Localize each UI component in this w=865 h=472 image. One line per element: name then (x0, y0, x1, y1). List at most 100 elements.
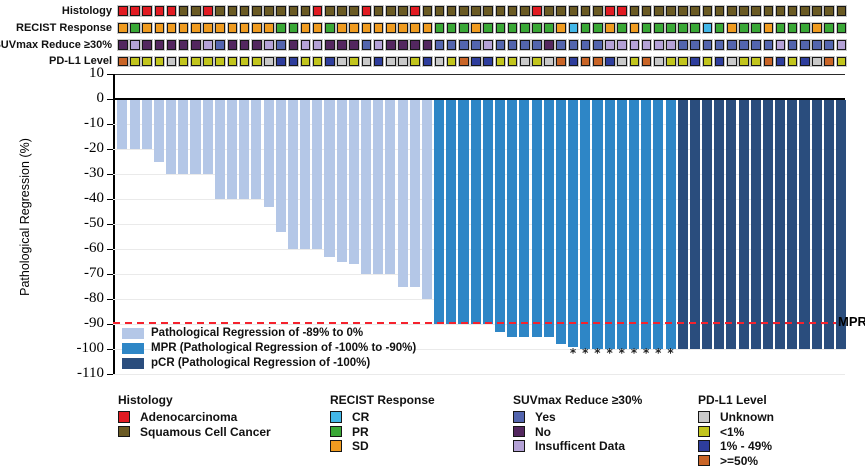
y-tick-label: -90 (84, 315, 104, 331)
patient-bar (750, 100, 761, 349)
suvmax-square (616, 39, 628, 51)
suvmax-square (397, 39, 409, 51)
histology-square (713, 5, 726, 17)
asterisk: * (618, 346, 625, 360)
legend-swatch (698, 425, 710, 438)
legend-item: CR (330, 410, 435, 425)
patient-bar (153, 100, 165, 162)
pdl1-square (750, 55, 762, 68)
legend-swatch (118, 425, 130, 438)
patient-bar (263, 100, 274, 207)
suvmax-square (238, 39, 251, 51)
legend-swatch (118, 411, 130, 423)
y-tick (107, 98, 113, 100)
histology-square (786, 5, 799, 17)
patient-bar (555, 100, 566, 344)
patient-bar (689, 100, 700, 349)
pdl1-square (823, 55, 835, 68)
pdl1-square (713, 55, 726, 68)
pdl1-square (372, 55, 385, 68)
patient-bar (738, 100, 749, 349)
pdl1-square (287, 55, 300, 68)
pdl1-square (652, 55, 665, 68)
patient-bar (726, 100, 737, 349)
patient-bar (214, 100, 225, 199)
recist-square (433, 22, 446, 34)
legend-item: Insufficent Data (513, 439, 642, 454)
y-tick-label: -20 (84, 140, 104, 156)
legend-item-label: >=50% (720, 453, 759, 468)
suvmax-square (567, 39, 580, 51)
patient-bar (385, 100, 396, 274)
suvmax-square (324, 39, 336, 51)
suvmax-square (226, 39, 239, 51)
suvmax-square (677, 39, 689, 51)
suvmax-square (202, 39, 214, 51)
pdl1-square (506, 55, 519, 68)
pdl1-square (238, 55, 251, 68)
asterisk: * (569, 346, 577, 360)
y-tick-label: -110 (77, 365, 104, 381)
suvmax-square (506, 39, 519, 51)
asterisk: * (594, 346, 601, 360)
patient-bar (361, 100, 372, 274)
patient-bar (287, 100, 298, 249)
histology-square (153, 5, 166, 17)
legend-group-1: RECIST Response CR PR SD (330, 393, 435, 454)
track-label-1: RECIST Response (16, 21, 112, 34)
patient-bar (166, 100, 177, 174)
y-tick-label: -30 (84, 165, 104, 181)
suvmax-square (604, 39, 616, 51)
pdl1-square (604, 55, 616, 68)
histology-square (117, 5, 129, 17)
legend-item-label: SD (352, 439, 369, 454)
patient-bar (227, 100, 238, 199)
patient-bar (799, 100, 810, 349)
suvmax-square (299, 39, 312, 51)
histology-square (421, 5, 434, 17)
asterisk: * (630, 346, 638, 360)
pdl1-square (348, 55, 360, 68)
histology-square (518, 5, 531, 17)
recist-square (238, 22, 251, 34)
pdl1-square (324, 55, 336, 68)
suvmax-square (458, 39, 470, 51)
recist-square (567, 22, 580, 34)
recist-square (616, 22, 628, 34)
histology-square (165, 5, 178, 17)
recist-square (689, 22, 702, 34)
pdl1-square (640, 55, 653, 68)
patient-bar (458, 100, 469, 324)
recist-square (372, 22, 385, 34)
pdl1-square (628, 55, 641, 68)
recist-square (786, 22, 799, 34)
legend-swatch (513, 440, 525, 452)
histology-square (628, 5, 641, 17)
histology-square (129, 5, 141, 17)
y-tick-label: -50 (84, 215, 104, 231)
histology-square (543, 5, 555, 17)
suvmax-square (555, 39, 568, 51)
histology-square (652, 5, 665, 17)
histology-square (190, 5, 202, 17)
patient-bar (811, 100, 822, 349)
recist-square (458, 22, 470, 34)
y-tick (107, 248, 113, 250)
suvmax-square (165, 39, 178, 51)
bar-legend-swatch-reg (122, 328, 144, 339)
histology-square (311, 5, 324, 17)
histology-square (226, 5, 239, 17)
plot-top-border (113, 74, 845, 75)
patient-bar (616, 100, 627, 349)
suvmax-square (774, 39, 787, 51)
pdl1-square (336, 55, 348, 68)
recist-square (348, 22, 360, 34)
patient-bar (312, 100, 323, 249)
recist-square (482, 22, 494, 34)
recist-square (835, 22, 848, 34)
histology-square (384, 5, 397, 17)
legend-item-label: Yes (535, 410, 556, 424)
histology-square (177, 5, 190, 17)
patient-bar (836, 100, 847, 349)
histology-square (762, 5, 775, 17)
